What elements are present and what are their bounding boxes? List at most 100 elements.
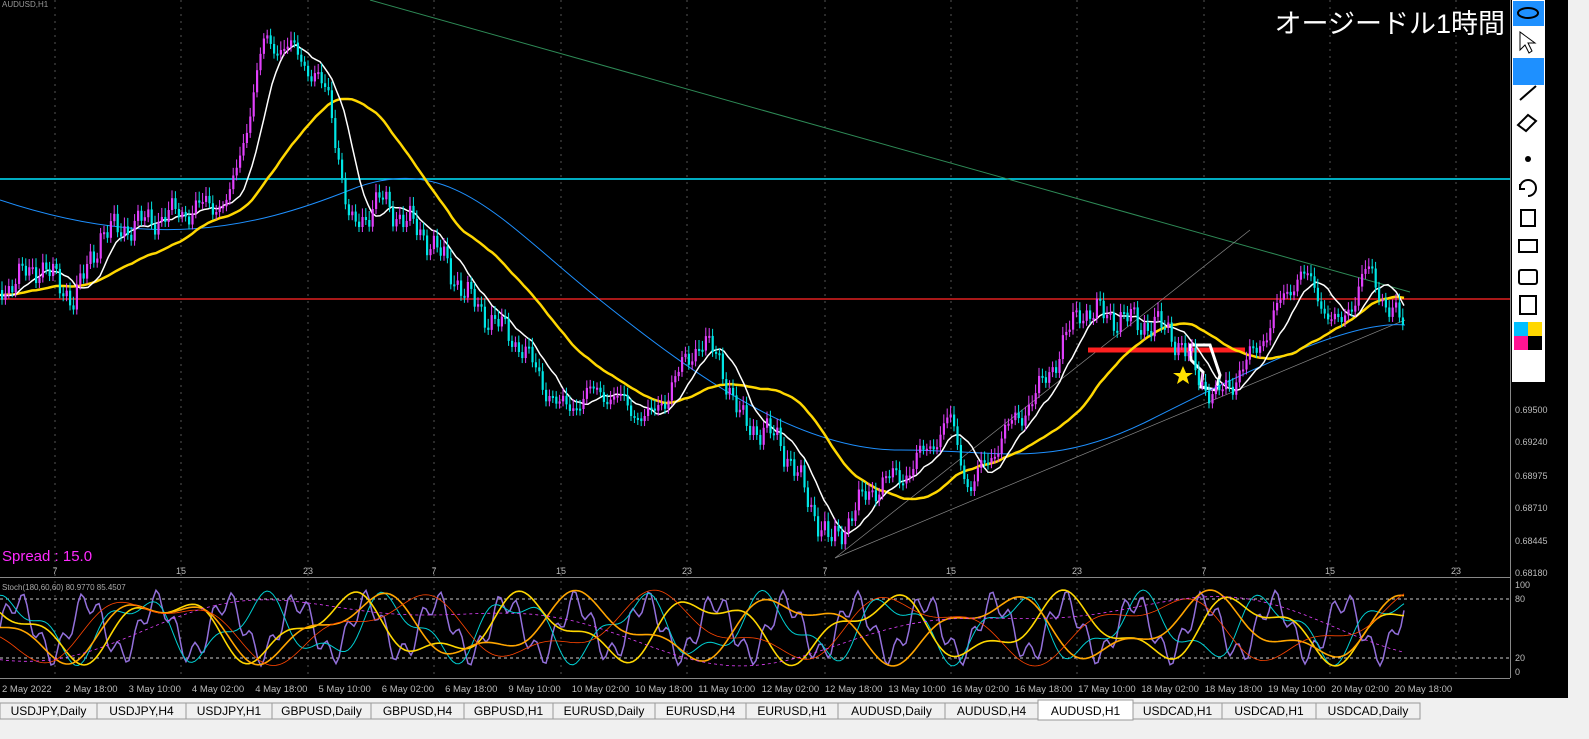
candle [453, 284, 456, 287]
candle [939, 434, 942, 448]
candle [1262, 341, 1265, 347]
candle [419, 229, 422, 236]
candle [123, 226, 126, 237]
tab-label: EURUSD,H4 [666, 704, 736, 718]
candle [228, 189, 231, 200]
candle [847, 518, 850, 532]
stoch-line [0, 589, 1405, 667]
candle [242, 142, 245, 156]
candle [623, 393, 626, 396]
candle [215, 212, 218, 215]
candle [698, 348, 701, 351]
tool-eraser[interactable] [1513, 58, 1544, 85]
color-swatch[interactable] [1514, 336, 1528, 350]
candle [347, 204, 350, 216]
price-label: 0.68180 [1515, 568, 1548, 578]
candle [912, 468, 915, 476]
tool-cursor[interactable] [1519, 31, 1537, 54]
tab[interactable] [1315, 702, 1421, 720]
candle [174, 198, 177, 209]
candle [902, 483, 905, 486]
candle [133, 220, 136, 241]
candle [1276, 302, 1279, 311]
candle [222, 206, 225, 209]
color-swatch[interactable] [1528, 336, 1542, 350]
candle [1191, 347, 1194, 352]
candle [279, 50, 282, 55]
tool-delete[interactable] [1520, 209, 1536, 227]
candle [1010, 420, 1013, 424]
stoch-label: 0 [1515, 667, 1520, 677]
candle [1123, 312, 1126, 315]
candle [834, 525, 837, 542]
candle [1065, 331, 1068, 336]
tab-label: AUDUSD,H4 [957, 704, 1027, 718]
tool-dot[interactable] [1525, 156, 1531, 162]
candle [932, 446, 935, 450]
candle [1378, 287, 1381, 301]
icon [1517, 7, 1539, 19]
candle [538, 367, 541, 372]
color-swatch[interactable] [1514, 322, 1528, 336]
candle [463, 295, 466, 298]
tool-clipboard[interactable] [1519, 295, 1537, 315]
candle [1085, 310, 1088, 321]
candle [670, 382, 673, 401]
candle [1320, 301, 1323, 309]
candle [732, 387, 735, 396]
candle [823, 521, 826, 531]
tool-screenshot[interactable] [1518, 269, 1538, 285]
candle [1357, 286, 1360, 306]
candle [1242, 369, 1245, 372]
candle [1344, 315, 1347, 322]
candle [718, 353, 721, 356]
time-label: 12 May 18:00 [825, 684, 883, 695]
time-label: 2 May 2022 [2, 684, 52, 695]
candle [983, 460, 986, 463]
candle [480, 304, 483, 307]
color-swatch[interactable] [1528, 322, 1542, 336]
candle [1340, 317, 1343, 322]
candle [1282, 293, 1285, 300]
tool-line[interactable] [1516, 85, 1538, 133]
candle [677, 371, 680, 377]
candle [949, 414, 952, 418]
candle [330, 90, 333, 119]
tool-template[interactable] [1518, 239, 1538, 253]
candle [616, 395, 619, 398]
candle [429, 249, 432, 256]
candle [528, 346, 531, 349]
candle [1021, 418, 1024, 426]
candle [1092, 317, 1095, 320]
candle [660, 403, 663, 406]
candle [711, 335, 714, 352]
candle [721, 353, 724, 380]
price-label: 0.69500 [1515, 405, 1548, 415]
candle [776, 427, 779, 435]
candle [1, 290, 4, 300]
candle [929, 446, 932, 449]
candle [1364, 268, 1367, 274]
candle [296, 42, 299, 55]
candle [150, 209, 153, 225]
candle [783, 446, 786, 467]
candle [555, 396, 558, 404]
candle [942, 423, 945, 435]
candle [470, 281, 473, 289]
candle [1347, 309, 1350, 316]
candle [1177, 343, 1180, 356]
candle [140, 210, 143, 221]
tool-undo[interactable] [1519, 179, 1537, 197]
candle [460, 280, 463, 296]
candle [385, 191, 388, 200]
candle [1058, 359, 1061, 373]
candle [864, 491, 867, 500]
time-label: 6 May 02:00 [382, 684, 434, 695]
candle [500, 316, 503, 327]
candle [313, 73, 316, 82]
candle [1160, 311, 1163, 328]
day-label: 15 [1325, 566, 1335, 576]
candle [919, 445, 922, 453]
candle [317, 72, 320, 75]
candle [205, 195, 208, 202]
